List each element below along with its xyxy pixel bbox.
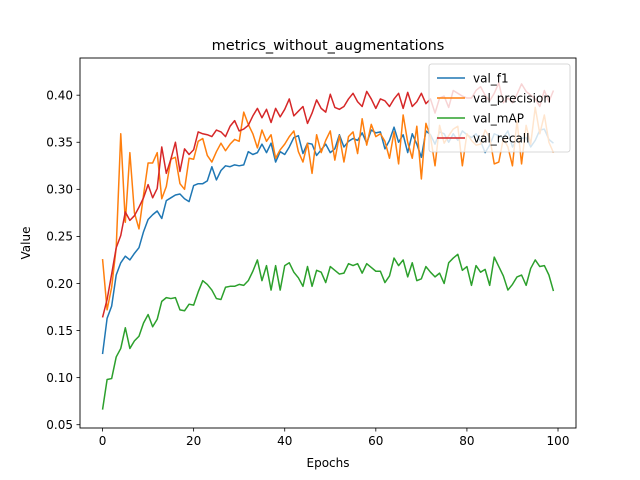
y-tick-label: 0.30 [46,183,73,197]
y-tick-label: 0.25 [46,230,73,244]
x-tick-label: 60 [368,434,383,448]
series-line-val-mAP [101,253,555,410]
x-tick-label: 20 [186,434,201,448]
legend-label: val_mAP [473,111,524,125]
x-tick-label: 100 [547,434,570,448]
chart-title: metrics_without_augmentations [212,38,445,54]
x-axis-label: Epochs [307,456,350,470]
x-tick-label: 80 [459,434,474,448]
legend-label: val_precision [473,91,551,105]
legend-box [428,63,571,153]
legend-label: val_f1 [473,71,509,85]
y-tick-label: 0.40 [46,88,73,102]
axes-frame [79,57,577,429]
legend-label: val_recall [473,131,529,145]
y-axis: 0.05 0.10 0.15 0.20 0.25 0.30 0.35 0.40 [46,88,80,432]
x-tick-label: 40 [277,434,292,448]
y-tick-label: 0.10 [46,371,73,385]
y-tick-label: 0.05 [46,418,73,432]
y-tick-label: 0.15 [46,324,73,338]
y-tick-label: 0.35 [46,136,73,150]
legend: val_f1 val_precision val_mAP val_recall [428,63,571,153]
x-tick-label: 0 [99,434,107,448]
x-axis: 0 20 40 60 80 100 [99,428,570,448]
y-axis-label: Value [19,227,33,260]
y-tick-label: 0.20 [46,277,73,291]
